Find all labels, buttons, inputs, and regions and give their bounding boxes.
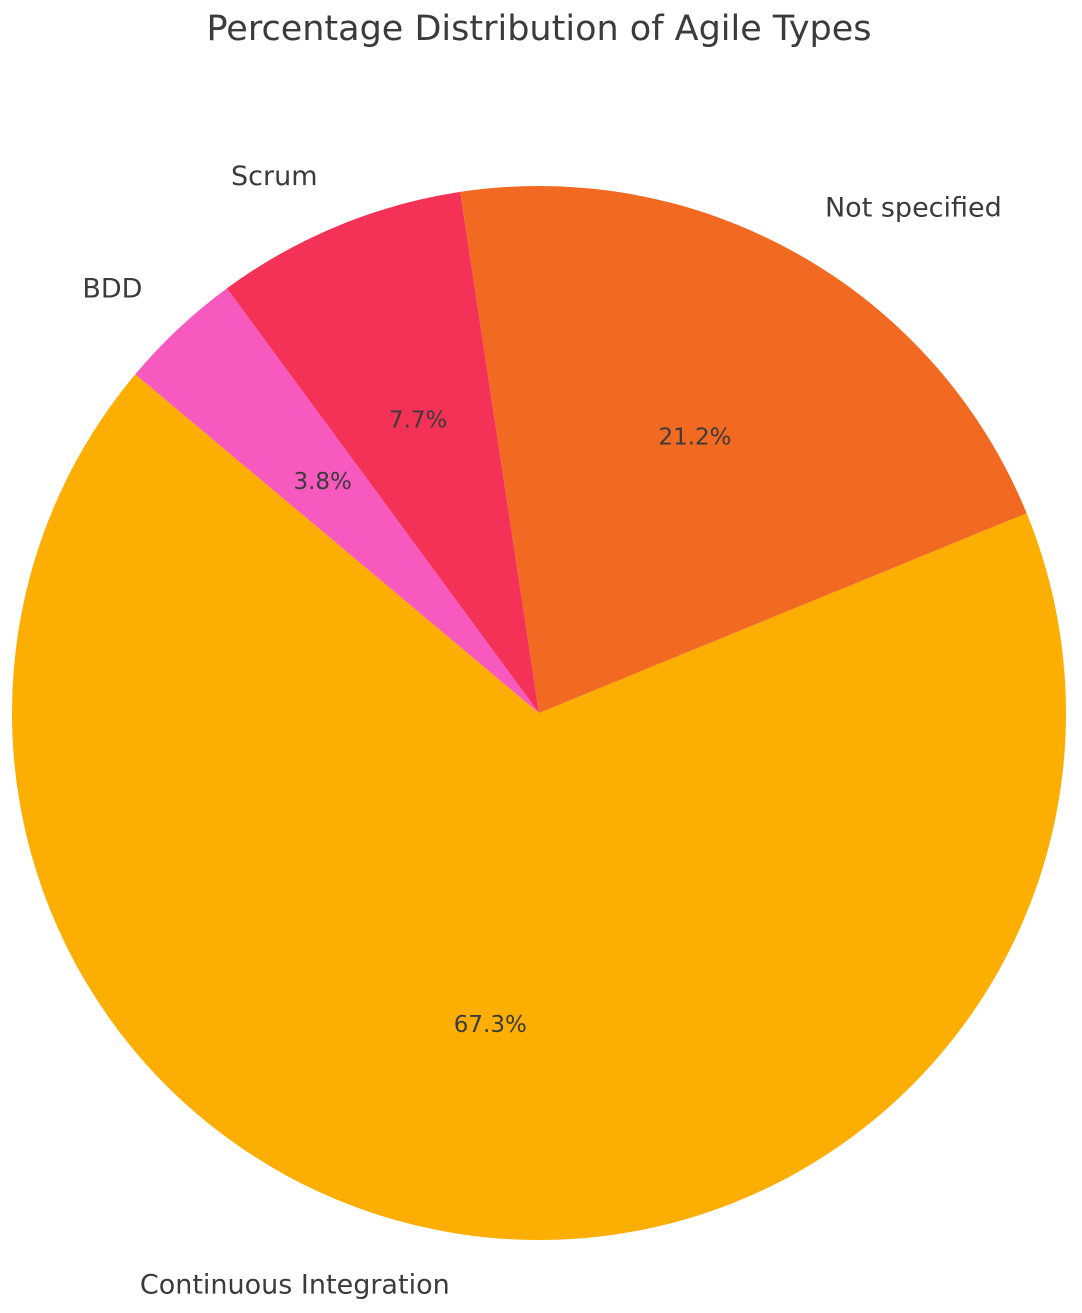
slice-label: Not specified bbox=[825, 192, 1002, 223]
value-label: 67.3% bbox=[454, 1012, 527, 1038]
slice-label: BDD bbox=[82, 274, 142, 305]
pie-slice bbox=[11, 374, 1066, 1240]
pie-slice bbox=[226, 191, 539, 713]
value-label: 21.2% bbox=[658, 424, 731, 450]
pie-slice bbox=[460, 186, 1027, 713]
pie-slice bbox=[135, 288, 540, 713]
slice-label: Scrum bbox=[231, 161, 318, 192]
slice-label: Continuous Integration bbox=[140, 1269, 450, 1300]
value-label: 7.7% bbox=[389, 407, 447, 433]
chart-title: Percentage Distribution of Agile Types bbox=[206, 9, 871, 49]
value-label: 3.8% bbox=[293, 469, 351, 495]
